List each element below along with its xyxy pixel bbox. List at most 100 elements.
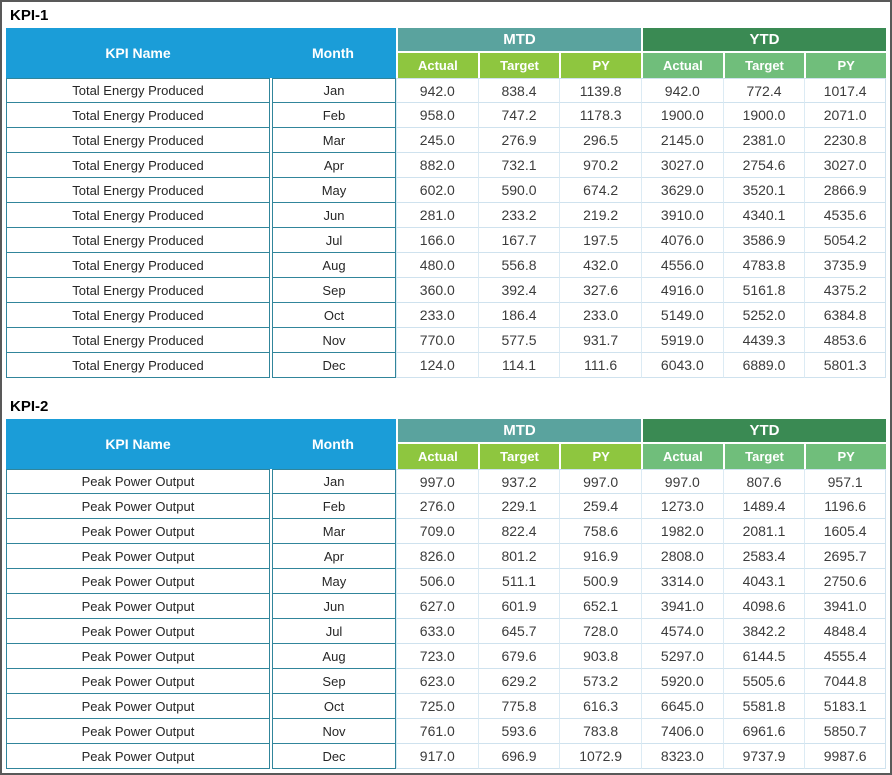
value-cell[interactable]: 602.0 — [396, 178, 478, 203]
kpi-name-cell[interactable]: Total Energy Produced — [6, 228, 270, 253]
value-cell[interactable]: 480.0 — [396, 253, 478, 278]
value-cell[interactable]: 577.5 — [477, 328, 560, 353]
month-cell[interactable]: Mar — [272, 128, 396, 153]
value-cell[interactable]: 7044.8 — [804, 669, 886, 694]
month-cell[interactable]: Apr — [272, 544, 396, 569]
value-cell[interactable]: 2071.0 — [804, 103, 886, 128]
kpi-name-cell[interactable]: Peak Power Output — [6, 569, 270, 594]
value-cell[interactable]: 931.7 — [559, 328, 641, 353]
month-cell[interactable]: Mar — [272, 519, 396, 544]
kpi-name-cell[interactable]: Total Energy Produced — [6, 103, 270, 128]
month-cell[interactable]: Aug — [272, 253, 396, 278]
ytd-target-header[interactable]: Target — [722, 444, 805, 469]
value-cell[interactable]: 500.9 — [559, 569, 641, 594]
value-cell[interactable]: 360.0 — [396, 278, 478, 303]
value-cell[interactable]: 3586.9 — [722, 228, 805, 253]
value-cell[interactable]: 942.0 — [640, 78, 723, 103]
value-cell[interactable]: 732.1 — [477, 153, 560, 178]
value-cell[interactable]: 1273.0 — [640, 494, 723, 519]
value-cell[interactable]: 723.0 — [396, 644, 478, 669]
value-cell[interactable]: 826.0 — [396, 544, 478, 569]
value-cell[interactable]: 970.2 — [559, 153, 641, 178]
value-cell[interactable]: 1489.4 — [722, 494, 805, 519]
kpi-name-cell[interactable]: Peak Power Output — [6, 644, 270, 669]
kpi-name-cell[interactable]: Total Energy Produced — [6, 303, 270, 328]
kpi-name-cell[interactable]: Total Energy Produced — [6, 328, 270, 353]
value-cell[interactable]: 1178.3 — [559, 103, 641, 128]
value-cell[interactable]: 5252.0 — [722, 303, 805, 328]
value-cell[interactable]: 775.8 — [477, 694, 560, 719]
value-cell[interactable]: 5920.0 — [640, 669, 723, 694]
value-cell[interactable]: 770.0 — [396, 328, 478, 353]
kpi-name-cell[interactable]: Total Energy Produced — [6, 278, 270, 303]
value-cell[interactable]: 167.7 — [477, 228, 560, 253]
value-cell[interactable]: 997.0 — [559, 469, 641, 494]
value-cell[interactable]: 5297.0 — [640, 644, 723, 669]
value-cell[interactable]: 783.8 — [559, 719, 641, 744]
value-cell[interactable]: 3520.1 — [722, 178, 805, 203]
value-cell[interactable]: 2750.6 — [804, 569, 886, 594]
ytd-actual-header[interactable]: Actual — [640, 444, 723, 469]
value-cell[interactable]: 3027.0 — [804, 153, 886, 178]
value-cell[interactable]: 6144.5 — [722, 644, 805, 669]
value-cell[interactable]: 590.0 — [477, 178, 560, 203]
month-cell[interactable]: Nov — [272, 328, 396, 353]
value-cell[interactable]: 5850.7 — [804, 719, 886, 744]
value-cell[interactable]: 2081.1 — [722, 519, 805, 544]
value-cell[interactable]: 4076.0 — [640, 228, 723, 253]
value-cell[interactable]: 573.2 — [559, 669, 641, 694]
value-cell[interactable]: 997.0 — [640, 469, 723, 494]
month-cell[interactable]: Jan — [272, 78, 396, 103]
month-cell[interactable]: Jun — [272, 203, 396, 228]
value-cell[interactable]: 937.2 — [477, 469, 560, 494]
value-cell[interactable]: 276.9 — [477, 128, 560, 153]
value-cell[interactable]: 601.9 — [477, 594, 560, 619]
value-cell[interactable]: 4574.0 — [640, 619, 723, 644]
value-cell[interactable]: 5054.2 — [804, 228, 886, 253]
kpi-name-cell[interactable]: Peak Power Output — [6, 544, 270, 569]
value-cell[interactable]: 2381.0 — [722, 128, 805, 153]
value-cell[interactable]: 3941.0 — [640, 594, 723, 619]
value-cell[interactable]: 942.0 — [396, 78, 478, 103]
value-cell[interactable]: 6961.6 — [722, 719, 805, 744]
value-cell[interactable]: 4556.0 — [640, 253, 723, 278]
value-cell[interactable]: 186.4 — [477, 303, 560, 328]
month-cell[interactable]: Sep — [272, 669, 396, 694]
value-cell[interactable]: 5919.0 — [640, 328, 723, 353]
value-cell[interactable]: 432.0 — [559, 253, 641, 278]
value-cell[interactable]: 709.0 — [396, 519, 478, 544]
kpi-name-cell[interactable]: Total Energy Produced — [6, 253, 270, 278]
ytd-header[interactable]: YTD — [640, 419, 886, 444]
value-cell[interactable]: 3314.0 — [640, 569, 723, 594]
month-cell[interactable]: Jan — [272, 469, 396, 494]
value-cell[interactable]: 917.0 — [396, 744, 478, 769]
value-cell[interactable]: 5149.0 — [640, 303, 723, 328]
value-cell[interactable]: 2583.4 — [722, 544, 805, 569]
kpi-name-header[interactable]: KPI Name — [6, 419, 270, 469]
mtd-header[interactable]: MTD — [396, 28, 641, 53]
value-cell[interactable]: 1605.4 — [804, 519, 886, 544]
mtd-actual-header[interactable]: Actual — [396, 53, 478, 78]
value-cell[interactable]: 997.0 — [396, 469, 478, 494]
value-cell[interactable]: 233.0 — [396, 303, 478, 328]
value-cell[interactable]: 1900.0 — [640, 103, 723, 128]
value-cell[interactable]: 3910.0 — [640, 203, 723, 228]
month-cell[interactable]: Oct — [272, 694, 396, 719]
value-cell[interactable]: 4439.3 — [722, 328, 805, 353]
value-cell[interactable]: 747.2 — [477, 103, 560, 128]
value-cell[interactable]: 2866.9 — [804, 178, 886, 203]
month-header[interactable]: Month — [270, 28, 396, 78]
value-cell[interactable]: 758.6 — [559, 519, 641, 544]
mtd-target-header[interactable]: Target — [477, 53, 560, 78]
kpi-name-cell[interactable]: Peak Power Output — [6, 619, 270, 644]
value-cell[interactable]: 801.2 — [477, 544, 560, 569]
month-cell[interactable]: Sep — [272, 278, 396, 303]
value-cell[interactable]: 6889.0 — [722, 353, 805, 378]
value-cell[interactable]: 679.6 — [477, 644, 560, 669]
mtd-actual-header[interactable]: Actual — [396, 444, 478, 469]
kpi-name-cell[interactable]: Total Energy Produced — [6, 78, 270, 103]
mtd-header[interactable]: MTD — [396, 419, 641, 444]
value-cell[interactable]: 506.0 — [396, 569, 478, 594]
value-cell[interactable]: 627.0 — [396, 594, 478, 619]
value-cell[interactable]: 3842.2 — [722, 619, 805, 644]
